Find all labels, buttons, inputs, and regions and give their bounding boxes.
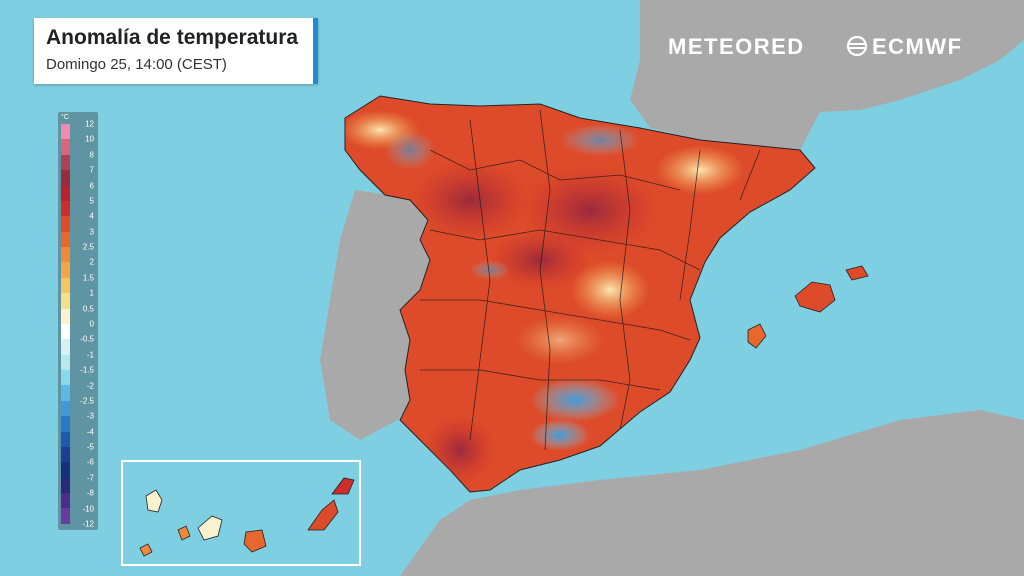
legend-swatch xyxy=(61,493,70,509)
legend-tick-label: -12 xyxy=(82,519,94,529)
legend-swatch xyxy=(61,477,70,493)
meteored-logo: METEORED xyxy=(668,34,805,59)
legend-tick-label: -1.5 xyxy=(80,365,94,375)
legend-tick-label: 10 xyxy=(85,134,94,144)
legend-tick-label: -0.5 xyxy=(80,334,94,344)
mallorca xyxy=(794,281,836,313)
legend-tick-label: -7 xyxy=(86,473,94,483)
legend-tick-label: 2 xyxy=(89,257,94,267)
legend-swatch xyxy=(61,508,70,524)
canary-islands-inset-frame xyxy=(121,460,361,566)
legend-swatch xyxy=(61,139,70,155)
legend-tick-label: 1.5 xyxy=(82,273,94,283)
legend-tick-label: 0.5 xyxy=(82,304,94,314)
menorca xyxy=(845,265,869,281)
legend-swatch xyxy=(61,370,70,386)
legend-swatch xyxy=(61,431,70,447)
ibiza xyxy=(747,323,767,349)
legend-swatch xyxy=(61,400,70,417)
legend-swatch xyxy=(61,339,70,355)
africa-land xyxy=(400,410,1024,576)
map-title: Anomalía de temperatura xyxy=(46,26,299,49)
legend-swatch xyxy=(61,170,70,186)
legend-tick-label: -4 xyxy=(86,427,94,437)
legend-tick-label: 2.5 xyxy=(82,242,94,252)
color-legend: °C 12 10 8 7 6 5 4 3 2.5 2 1.5 1 0.5 0 -0.5 -1 -1.5 -2 -2.… xyxy=(58,112,98,530)
legend-swatch xyxy=(61,308,70,324)
legend-tick-label: 7 xyxy=(89,165,94,175)
legend-labels: 12 10 8 7 6 5 4 3 2.5 2 1.5 1 0.5 0 -0.5 -1 -1.5 -2 -2.5 -3… xyxy=(73,120,97,529)
legend-color-bar xyxy=(61,124,70,524)
legend-tick-label: -3 xyxy=(86,411,94,421)
map-subtitle: Domingo 25, 14:00 (CEST) xyxy=(46,56,227,73)
legend-tick-label: -5 xyxy=(86,442,94,452)
legend-swatch xyxy=(61,446,70,463)
legend-swatch xyxy=(61,323,70,340)
legend-tick-label: 4 xyxy=(89,211,94,221)
legend-tick-label: 0 xyxy=(89,319,94,329)
legend-swatch xyxy=(61,385,70,401)
canary-islands xyxy=(139,477,355,557)
legend-swatch xyxy=(61,262,70,278)
legend-swatch xyxy=(61,154,70,171)
legend-tick-label: 8 xyxy=(89,150,94,160)
legend-tick-label: -8 xyxy=(86,488,94,498)
legend-tick-label: -2.5 xyxy=(80,396,94,406)
legend-tick-label: -10 xyxy=(82,504,94,514)
legend-tick-label: -1 xyxy=(86,350,94,360)
legend-tick-label: -2 xyxy=(86,381,94,391)
legend-swatch xyxy=(61,416,70,432)
legend-swatch xyxy=(61,277,70,294)
ecmwf-logo-icon xyxy=(846,36,868,56)
france-land xyxy=(630,0,1024,150)
legend-swatch xyxy=(61,354,70,370)
legend-swatch xyxy=(61,231,70,247)
legend-tick-label: 5 xyxy=(89,196,94,206)
legend-swatch xyxy=(61,462,70,478)
portugal-land xyxy=(320,190,430,440)
legend-tick-label: 3 xyxy=(89,227,94,237)
legend-tick-label: 6 xyxy=(89,181,94,191)
legend-tick-label: -6 xyxy=(86,457,94,467)
legend-swatch xyxy=(61,293,70,309)
legend-swatch xyxy=(61,216,70,232)
legend-swatch xyxy=(61,124,70,140)
ecmwf-logo: ECMWF xyxy=(872,34,963,60)
title-box: Anomalía de temperatura Domingo 25, 14:0… xyxy=(34,18,318,84)
ecmwf-logo-text: ECMWF xyxy=(872,34,963,59)
legend-tick-label: 1 xyxy=(89,288,94,298)
legend-swatch xyxy=(61,200,70,217)
legend-unit: °C xyxy=(61,114,69,121)
legend-swatch xyxy=(61,247,70,263)
legend-swatch xyxy=(61,185,70,201)
legend-tick-label: 12 xyxy=(85,119,94,129)
